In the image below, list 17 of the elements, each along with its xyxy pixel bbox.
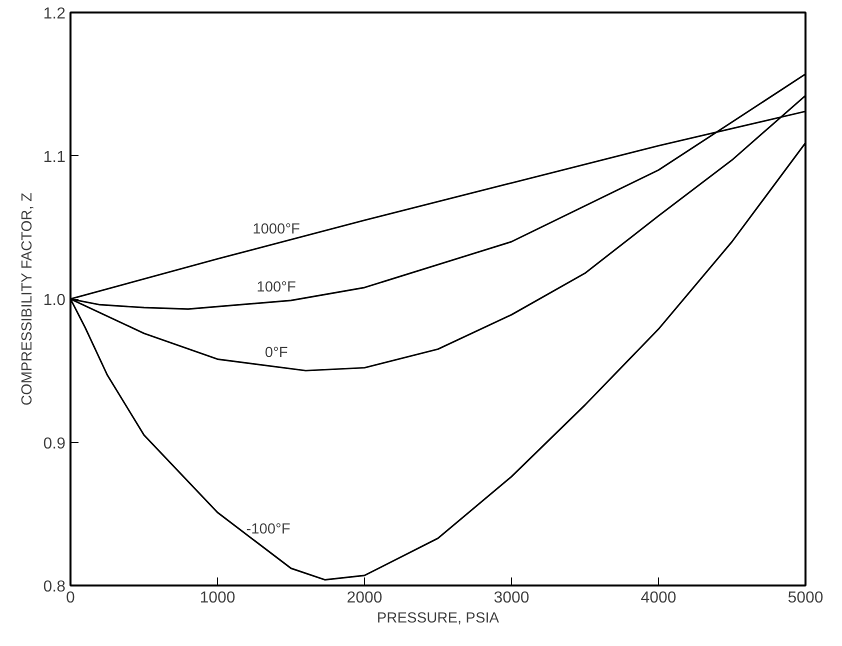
x-tick-label: 3000 [494, 590, 530, 606]
y-tick-label: 1.1 [43, 148, 66, 166]
series-label: 1000°F [252, 221, 300, 238]
y-tick-label: 1.0 [43, 292, 66, 309]
x-tick-label: 0 [66, 590, 76, 606]
series-label: 100°F [256, 280, 296, 296]
y-tick-label: 1.2 [43, 6, 66, 22]
series-label: -100°F [246, 522, 290, 538]
x-tick-label: 4000 [640, 590, 676, 606]
x-tick-label: 5000 [788, 590, 824, 606]
y-tick-label: 0.8 [43, 578, 66, 596]
series-label: 0°F [264, 344, 288, 361]
y-tick-label: 0.9 [43, 435, 66, 452]
x-axis-title: PRESSURE, PSIA [376, 610, 500, 626]
y-axis-title: COMPRESSIBILITY FACTOR, Z [19, 192, 36, 406]
x-tick-label: 1000 [200, 590, 236, 606]
x-tick-label: 2000 [346, 590, 382, 606]
